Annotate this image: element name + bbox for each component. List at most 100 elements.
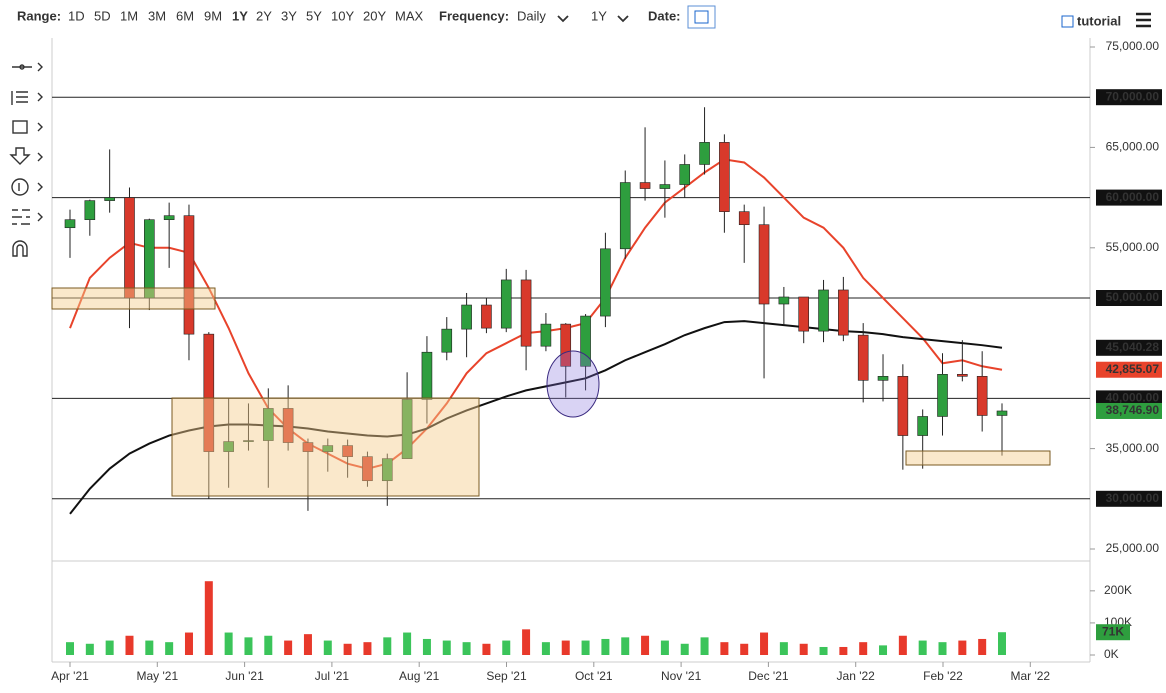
date-label: Date: (648, 8, 681, 23)
x-tick-label: Mar '22 (1010, 669, 1050, 683)
zone-box (905, 450, 1051, 466)
volume-bar (244, 637, 253, 655)
candle-body (600, 248, 611, 317)
volume-bar (184, 632, 193, 655)
frequency-select[interactable]: Daily (517, 8, 546, 23)
tool-shape[interactable] (12, 120, 43, 134)
candle-body (144, 219, 155, 299)
candle-body (758, 224, 770, 305)
tool-annotation[interactable] (11, 178, 43, 196)
volume-bar (165, 642, 174, 655)
dropdown-arrow (617, 15, 629, 23)
x-tick-label: Sep '21 (486, 669, 527, 683)
level-badge (1096, 290, 1162, 306)
candle-body (421, 351, 433, 400)
volume-bar (700, 637, 709, 655)
menu-icon[interactable] (1136, 12, 1151, 28)
candle-body (560, 323, 572, 367)
range-button[interactable]: 2Y (256, 8, 272, 23)
volume-bar (720, 642, 729, 655)
candle-body (619, 182, 631, 250)
range-button[interactable]: 5D (94, 8, 111, 23)
candle-body (441, 328, 453, 353)
volume-badge-label: 71K (1102, 624, 1124, 638)
volume-bar (680, 643, 689, 655)
volume-bar (502, 640, 511, 655)
x-tick-label: Jan '22 (837, 669, 876, 683)
plot (52, 96, 1090, 655)
x-tick-label: Dec '21 (748, 669, 789, 683)
volume-bar (660, 640, 669, 655)
volume-bar (363, 642, 372, 655)
range-button[interactable]: 10Y (331, 8, 354, 23)
volume-bar (898, 635, 907, 655)
tool-pattern[interactable] (12, 209, 43, 225)
tutorial-icon (1061, 15, 1074, 28)
period-select[interactable]: 1Y (591, 8, 607, 23)
drawing-tools (9, 62, 43, 257)
price-badge-label: 42,855.07 (1106, 362, 1160, 376)
candle-body (124, 197, 135, 299)
volume-bar (462, 642, 471, 655)
level-label: 40,000.00 (1106, 391, 1160, 405)
volume-bar (204, 581, 213, 655)
volume-bar (879, 645, 888, 655)
volume-bar (224, 632, 233, 655)
range-button[interactable]: 9M (204, 8, 222, 23)
level-badge (1096, 390, 1162, 407)
dropdown-arrow (557, 15, 569, 23)
volume-bar (918, 640, 927, 655)
range-button[interactable]: 6M (176, 8, 194, 23)
volume-bar (303, 634, 312, 655)
range-button[interactable]: MAX (395, 8, 424, 23)
toolbar: Range: 1D 5D 1M 3M 6M 9M 1Y 2Y 3Y 5Y 10Y 20Y MAX Frequ… (17, 5, 1151, 29)
x-tick-label: Jun '21 (225, 669, 264, 683)
candle-body (401, 399, 413, 459)
level-label: 60,000.00 (1106, 190, 1160, 204)
x-tick-label: Nov '21 (661, 669, 702, 683)
tool-arrow[interactable] (9, 147, 43, 165)
range-button[interactable]: 20Y (363, 8, 386, 23)
volume-bar (740, 643, 749, 655)
range-button[interactable]: 3M (148, 8, 166, 23)
candle-body (362, 456, 373, 482)
candle-body (282, 408, 294, 443)
candle-body (302, 442, 314, 452)
volume-bar (601, 638, 610, 655)
level-badge (1096, 490, 1162, 507)
range-button[interactable]: 1D (68, 8, 85, 23)
range-button[interactable]: 1M (120, 8, 138, 23)
y-tick-label: 25,000.00 (1106, 541, 1160, 555)
volume-bar (442, 640, 451, 655)
level-label: 70,000.00 (1106, 89, 1160, 103)
tool-magnet[interactable] (12, 240, 28, 257)
range-button[interactable]: 5Y (306, 8, 322, 23)
tool-line[interactable] (12, 62, 43, 72)
tutorial-link[interactable]: tutorial (1077, 13, 1121, 28)
candle-body (937, 374, 948, 417)
zone-box (171, 397, 480, 497)
range-button[interactable]: 3Y (281, 8, 297, 23)
volume-bar (383, 637, 392, 655)
candle-body (381, 458, 393, 482)
candle-body (679, 164, 691, 185)
volume-bar (561, 640, 570, 655)
volume-bar (958, 640, 967, 655)
level-badge (1096, 89, 1162, 106)
volume-bar (541, 642, 550, 655)
range-button[interactable]: 1Y (232, 8, 248, 23)
volume-bar (66, 642, 74, 655)
axes: 25,000.00 35,000.00 55,000.00 65,000.00 75,0… (51, 39, 1162, 683)
volume-bar (264, 635, 273, 655)
candle-body (540, 323, 552, 347)
volume-bar (978, 638, 987, 655)
candle-body (897, 376, 909, 436)
date-picker[interactable] (687, 5, 716, 29)
volume-bar (323, 640, 332, 655)
volume-bar (760, 632, 769, 655)
level-label: 30,000.00 (1106, 491, 1160, 505)
x-tick-label: Oct '21 (575, 669, 613, 683)
candle-body (917, 416, 928, 436)
tool-fib[interactable] (11, 91, 43, 105)
